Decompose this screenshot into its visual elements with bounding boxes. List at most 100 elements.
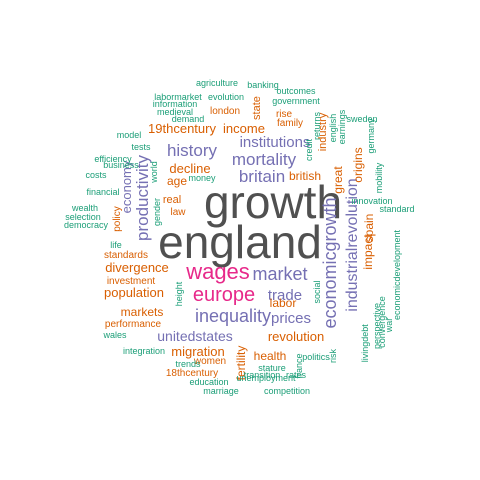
cloud-word-economicgrowth: economicgrowth [320, 197, 340, 328]
cloud-word-impact: impact [361, 234, 375, 270]
cloud-word-france: france [294, 353, 304, 378]
cloud-word-transition: transition [244, 370, 281, 380]
cloud-word-population: population [104, 285, 164, 300]
cloud-word-age: age [167, 174, 187, 188]
cloud-word-integration: integration [123, 346, 165, 356]
cloud-word-innovation: innovation [351, 196, 392, 206]
cloud-word-labormarket: labormarket [154, 92, 202, 102]
cloud-word-gender: gender [152, 198, 162, 226]
cloud-word-london: london [210, 106, 240, 117]
cloud-word-mortality: mortality [232, 150, 297, 169]
cloud-word-migration: migration [171, 344, 224, 359]
cloud-word-evolution: evolution [208, 92, 244, 102]
cloud-word-financial: financial [86, 187, 119, 197]
cloud-word-industrialrevolution: industrialrevolution [344, 178, 361, 311]
cloud-word-height: height [174, 281, 184, 306]
cloud-word-money: money [188, 173, 216, 183]
cloud-word-history: history [167, 141, 218, 160]
cloud-word-convergence: convergence [377, 296, 387, 348]
cloud-word-revolution: revolution [268, 329, 324, 344]
cloud-word-education: education [189, 377, 228, 387]
cloud-word-wealth: wealth [71, 203, 98, 213]
cloud-word-debt: debt [360, 324, 370, 342]
cloud-word-family: family [277, 118, 303, 129]
cloud-word-perspective: perspective [372, 303, 382, 349]
cloud-word-health: health [254, 349, 287, 363]
cloud-word-18thcentury: 18thcentury [166, 368, 218, 379]
cloud-word-model: model [117, 130, 142, 140]
cloud-word-growth: growth [204, 176, 342, 228]
cloud-word-19thcentury: 19thcentury [148, 121, 216, 136]
cloud-word-income: income [223, 121, 265, 136]
cloud-word-rates: rates [286, 370, 307, 380]
cloud-word-business: business [103, 160, 139, 170]
cloud-word-standards: standards [104, 250, 148, 261]
cloud-word-marriage: marriage [203, 386, 239, 396]
cloud-word-wages: wages [185, 259, 250, 284]
cloud-word-unemployment: unemployment [236, 373, 296, 383]
cloud-word-earnings: earnings [337, 109, 347, 144]
cloud-word-costs: costs [85, 170, 107, 180]
cloud-word-investment: investment [107, 276, 156, 287]
cloud-word-efficiency: efficiency [94, 154, 132, 164]
cloud-word-world: world [149, 161, 159, 184]
cloud-word-government: government [272, 96, 320, 106]
cloud-word-outcomes: outcomes [276, 86, 316, 96]
cloud-word-democracy: democracy [64, 220, 109, 230]
cloud-word-politics: politics [302, 352, 330, 362]
cloud-word-agriculture: agriculture [196, 78, 238, 88]
cloud-word-great: great [331, 166, 345, 194]
cloud-word-demand: demand [172, 114, 205, 124]
cloud-word-stature: stature [258, 363, 286, 373]
cloud-word-real: real [163, 194, 181, 206]
cloud-word-risk: risk [328, 349, 338, 363]
cloud-word-europe: europe [193, 284, 255, 306]
cloud-word-inequality: inequality [195, 306, 271, 326]
cloud-word-life: life [110, 240, 122, 250]
cloud-word-returns: returns [312, 111, 322, 140]
cloud-word-tests: tests [131, 142, 151, 152]
cloud-word-unitedstates: unitedstates [157, 328, 233, 344]
cloud-word-competition: competition [264, 386, 310, 396]
cloud-word-trends: trends [175, 359, 201, 369]
cloud-word-decline: decline [169, 161, 210, 176]
cloud-word-britain: britain [239, 167, 285, 186]
cloud-word-medieval: medieval [157, 107, 193, 117]
cloud-word-living: living [360, 342, 370, 363]
cloud-word-industry: industry [317, 112, 329, 151]
cloud-word-credit: credit [304, 139, 314, 162]
cloud-word-standard: standard [379, 204, 414, 214]
cloud-word-social: social [312, 280, 322, 303]
cloud-word-economicdevelopment: economicdevelopment [392, 229, 402, 320]
cloud-word-prices: prices [271, 310, 311, 327]
cloud-word-fertility: fertility [234, 346, 248, 381]
cloud-word-banking: banking [247, 80, 279, 90]
cloud-word-performance: performance [105, 319, 162, 330]
cloud-word-sweden: sweden [346, 114, 377, 124]
cloud-word-spain: spain [362, 214, 376, 243]
cloud-word-mobility: mobility [374, 162, 384, 193]
cloud-word-state: state [251, 96, 263, 120]
cloud-word-war: war [384, 318, 394, 334]
cloud-word-divergence: divergence [105, 260, 169, 275]
cloud-word-policy: policy [112, 206, 123, 232]
cloud-word-origins: origins [351, 147, 365, 182]
cloud-word-information: information [153, 99, 198, 109]
cloud-word-england: england [158, 216, 322, 268]
cloud-word-rise: rise [276, 109, 293, 120]
cloud-word-labor: labor [270, 296, 297, 310]
cloud-word-economy: economy [119, 160, 134, 213]
cloud-word-market: market [252, 264, 307, 284]
cloud-word-british: british [289, 169, 321, 183]
cloud-word-english: english [328, 114, 338, 143]
cloud-word-trade: trade [268, 287, 302, 304]
cloud-word-productivity: productivity [133, 155, 152, 241]
cloud-word-selection: selection [65, 212, 101, 222]
cloud-word-germany: germany [366, 118, 376, 154]
cloud-word-institutions: institutions [240, 134, 311, 151]
cloud-word-women: women [193, 356, 226, 367]
cloud-word-markets: markets [121, 305, 164, 319]
cloud-word-wales: wales [102, 330, 127, 340]
